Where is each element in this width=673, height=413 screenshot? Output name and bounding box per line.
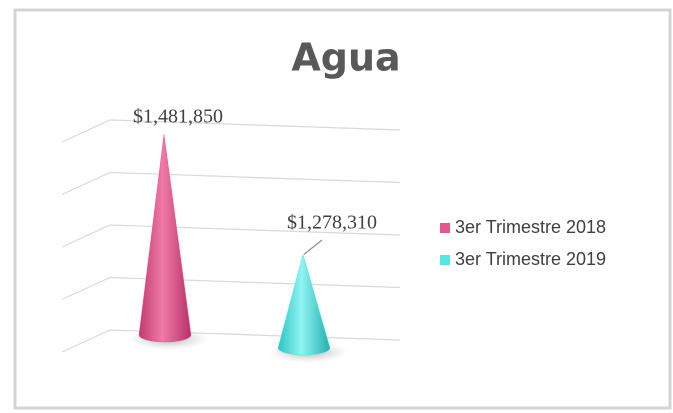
cone xyxy=(138,134,192,343)
chart-title: Agua xyxy=(291,36,400,80)
leader-line xyxy=(303,239,323,255)
legend-swatch xyxy=(440,255,450,265)
legend-label: 3er Trimestre 2018 xyxy=(455,217,606,237)
data-label: $1,481,850 xyxy=(133,106,223,128)
grid-line xyxy=(61,224,401,248)
chart-frame xyxy=(13,8,672,410)
grid-line xyxy=(61,171,401,196)
legend-label: 3er Trimestre 2019 xyxy=(455,249,606,269)
data-label: $1,278,310 xyxy=(287,212,377,234)
cone xyxy=(277,253,331,356)
legend-swatch xyxy=(440,223,450,233)
grid-line xyxy=(61,119,401,143)
